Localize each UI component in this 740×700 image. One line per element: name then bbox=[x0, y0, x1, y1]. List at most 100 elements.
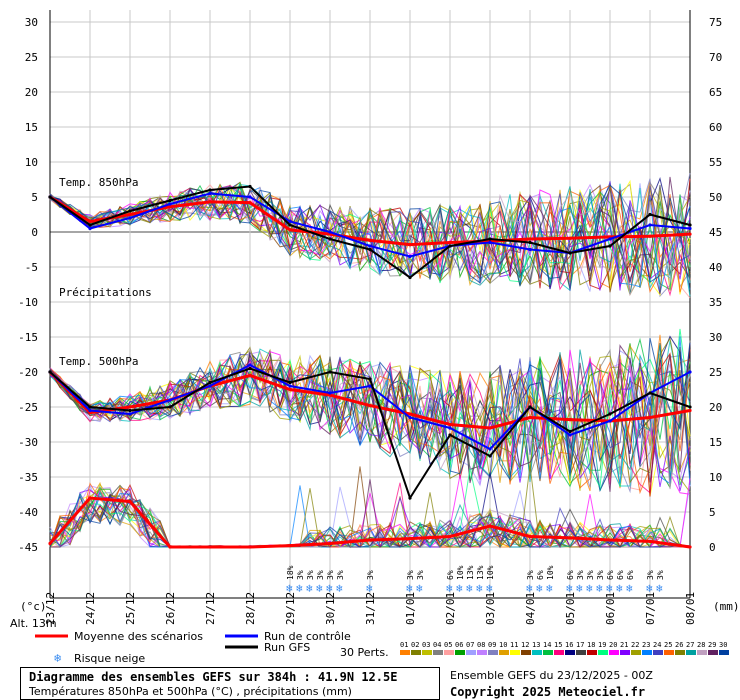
snowflake-icon: ❄ bbox=[656, 582, 663, 595]
chart-title: Diagramme des ensembles GEFS sur 384h : … bbox=[29, 670, 398, 684]
x-tick-label: 29/12 bbox=[284, 592, 297, 625]
series-point bbox=[408, 243, 412, 247]
member-number: 06 bbox=[455, 641, 463, 649]
snow-risk-label: 3% bbox=[586, 570, 595, 580]
member-number: 15 bbox=[554, 641, 562, 649]
series-point bbox=[688, 226, 692, 231]
series-point bbox=[368, 238, 372, 242]
member-number: 11 bbox=[510, 641, 518, 649]
snow-risk-label: 6% bbox=[446, 570, 455, 580]
left-tick-label: -30 bbox=[18, 436, 38, 449]
series-point bbox=[248, 366, 252, 371]
snow-risk-label: 6% bbox=[536, 570, 545, 580]
right-tick-label: 35 bbox=[709, 296, 722, 309]
member-number: 21 bbox=[620, 641, 628, 649]
member-number: 17 bbox=[576, 641, 584, 649]
member-swatch bbox=[719, 650, 729, 655]
member-line bbox=[49, 183, 691, 294]
series-point bbox=[488, 426, 492, 430]
member-swatch bbox=[455, 650, 465, 655]
series-point bbox=[488, 447, 492, 451]
x-tick-label: 01/01 bbox=[404, 592, 417, 625]
snow-risk-label: 10% bbox=[486, 565, 495, 580]
member-swatch bbox=[400, 650, 410, 655]
series-point bbox=[88, 219, 92, 224]
series-point bbox=[48, 195, 52, 199]
x-tick-label: 23/12 bbox=[44, 592, 57, 625]
member-number: 16 bbox=[565, 641, 573, 649]
series-point bbox=[48, 541, 52, 546]
member-swatch bbox=[620, 650, 630, 655]
series-point bbox=[648, 223, 652, 227]
x-tick-label: 27/12 bbox=[204, 592, 217, 625]
member-swatch bbox=[697, 650, 707, 655]
series-point bbox=[88, 496, 92, 500]
snowflake-icon: ❄ bbox=[566, 582, 573, 595]
snow-risk-label: 3% bbox=[656, 570, 665, 580]
right-tick-label: 0 bbox=[709, 541, 716, 554]
series-point bbox=[128, 412, 132, 416]
member-number: 07 bbox=[466, 641, 474, 649]
series-point bbox=[448, 433, 452, 437]
member-number: 24 bbox=[653, 641, 661, 649]
snow-risk-label: 3% bbox=[316, 570, 325, 580]
snow-risk-label: 6% bbox=[566, 570, 575, 580]
series-point bbox=[288, 384, 292, 388]
member-number: 28 bbox=[697, 641, 705, 649]
member-number: 08 bbox=[477, 641, 485, 649]
left-tick-label: -5 bbox=[25, 261, 38, 274]
x-tick-label: 26/12 bbox=[164, 592, 177, 625]
member-line bbox=[49, 358, 691, 492]
series-point bbox=[368, 377, 372, 381]
member-swatch bbox=[565, 650, 575, 655]
member-swatch bbox=[543, 650, 553, 655]
x-tick-label: 30/12 bbox=[324, 592, 337, 625]
series-point bbox=[48, 370, 52, 374]
series-point bbox=[608, 244, 612, 248]
left-tick-label: 10 bbox=[25, 156, 38, 169]
series-point bbox=[448, 244, 452, 248]
member-line bbox=[49, 186, 691, 297]
member-swatch bbox=[444, 650, 454, 655]
annotation-t500: Temp. 500hPa bbox=[59, 355, 138, 368]
series-point bbox=[288, 380, 292, 385]
series-point bbox=[568, 536, 572, 540]
member-swatch bbox=[477, 650, 487, 655]
snowflake-icon: ❄ bbox=[406, 582, 413, 595]
x-tick-label: 04/01 bbox=[524, 592, 537, 625]
member-line bbox=[49, 342, 691, 492]
member-line bbox=[49, 179, 691, 297]
snowflake-icon: ❄ bbox=[286, 582, 293, 595]
member-line bbox=[49, 184, 691, 290]
member-swatch bbox=[466, 650, 476, 655]
right-tick-label: 50 bbox=[709, 191, 722, 204]
x-tick-label: 08/01 bbox=[684, 592, 697, 625]
series-point bbox=[208, 380, 212, 385]
series-point bbox=[88, 223, 92, 227]
right-tick-label: 65 bbox=[709, 86, 722, 99]
series-point bbox=[688, 370, 692, 374]
snowflake-icon: ❄ bbox=[616, 582, 623, 595]
x-tick-label: 03/01 bbox=[484, 592, 497, 625]
series-point bbox=[128, 216, 132, 220]
series-point bbox=[168, 398, 172, 402]
member-number: 05 bbox=[444, 641, 452, 649]
series-point bbox=[568, 251, 572, 255]
series-point bbox=[328, 391, 332, 395]
right-tick-label: 25 bbox=[709, 366, 722, 379]
series-point bbox=[168, 205, 172, 209]
series-point bbox=[128, 405, 132, 409]
series-point bbox=[568, 429, 572, 434]
snow-risk-label: 3% bbox=[526, 570, 535, 580]
legend-control-label: Run de contrôle bbox=[264, 630, 351, 643]
series-point bbox=[368, 538, 372, 542]
series-point bbox=[248, 201, 252, 205]
series-point bbox=[568, 236, 572, 240]
snow-risk-label: 13% bbox=[466, 565, 475, 580]
member-number: 26 bbox=[675, 641, 683, 649]
series-point bbox=[528, 415, 532, 420]
series-point bbox=[128, 499, 132, 504]
snowflake-icon: ❄ bbox=[416, 582, 423, 595]
snowflake-icon: ❄ bbox=[326, 582, 333, 595]
series-point bbox=[408, 415, 412, 420]
